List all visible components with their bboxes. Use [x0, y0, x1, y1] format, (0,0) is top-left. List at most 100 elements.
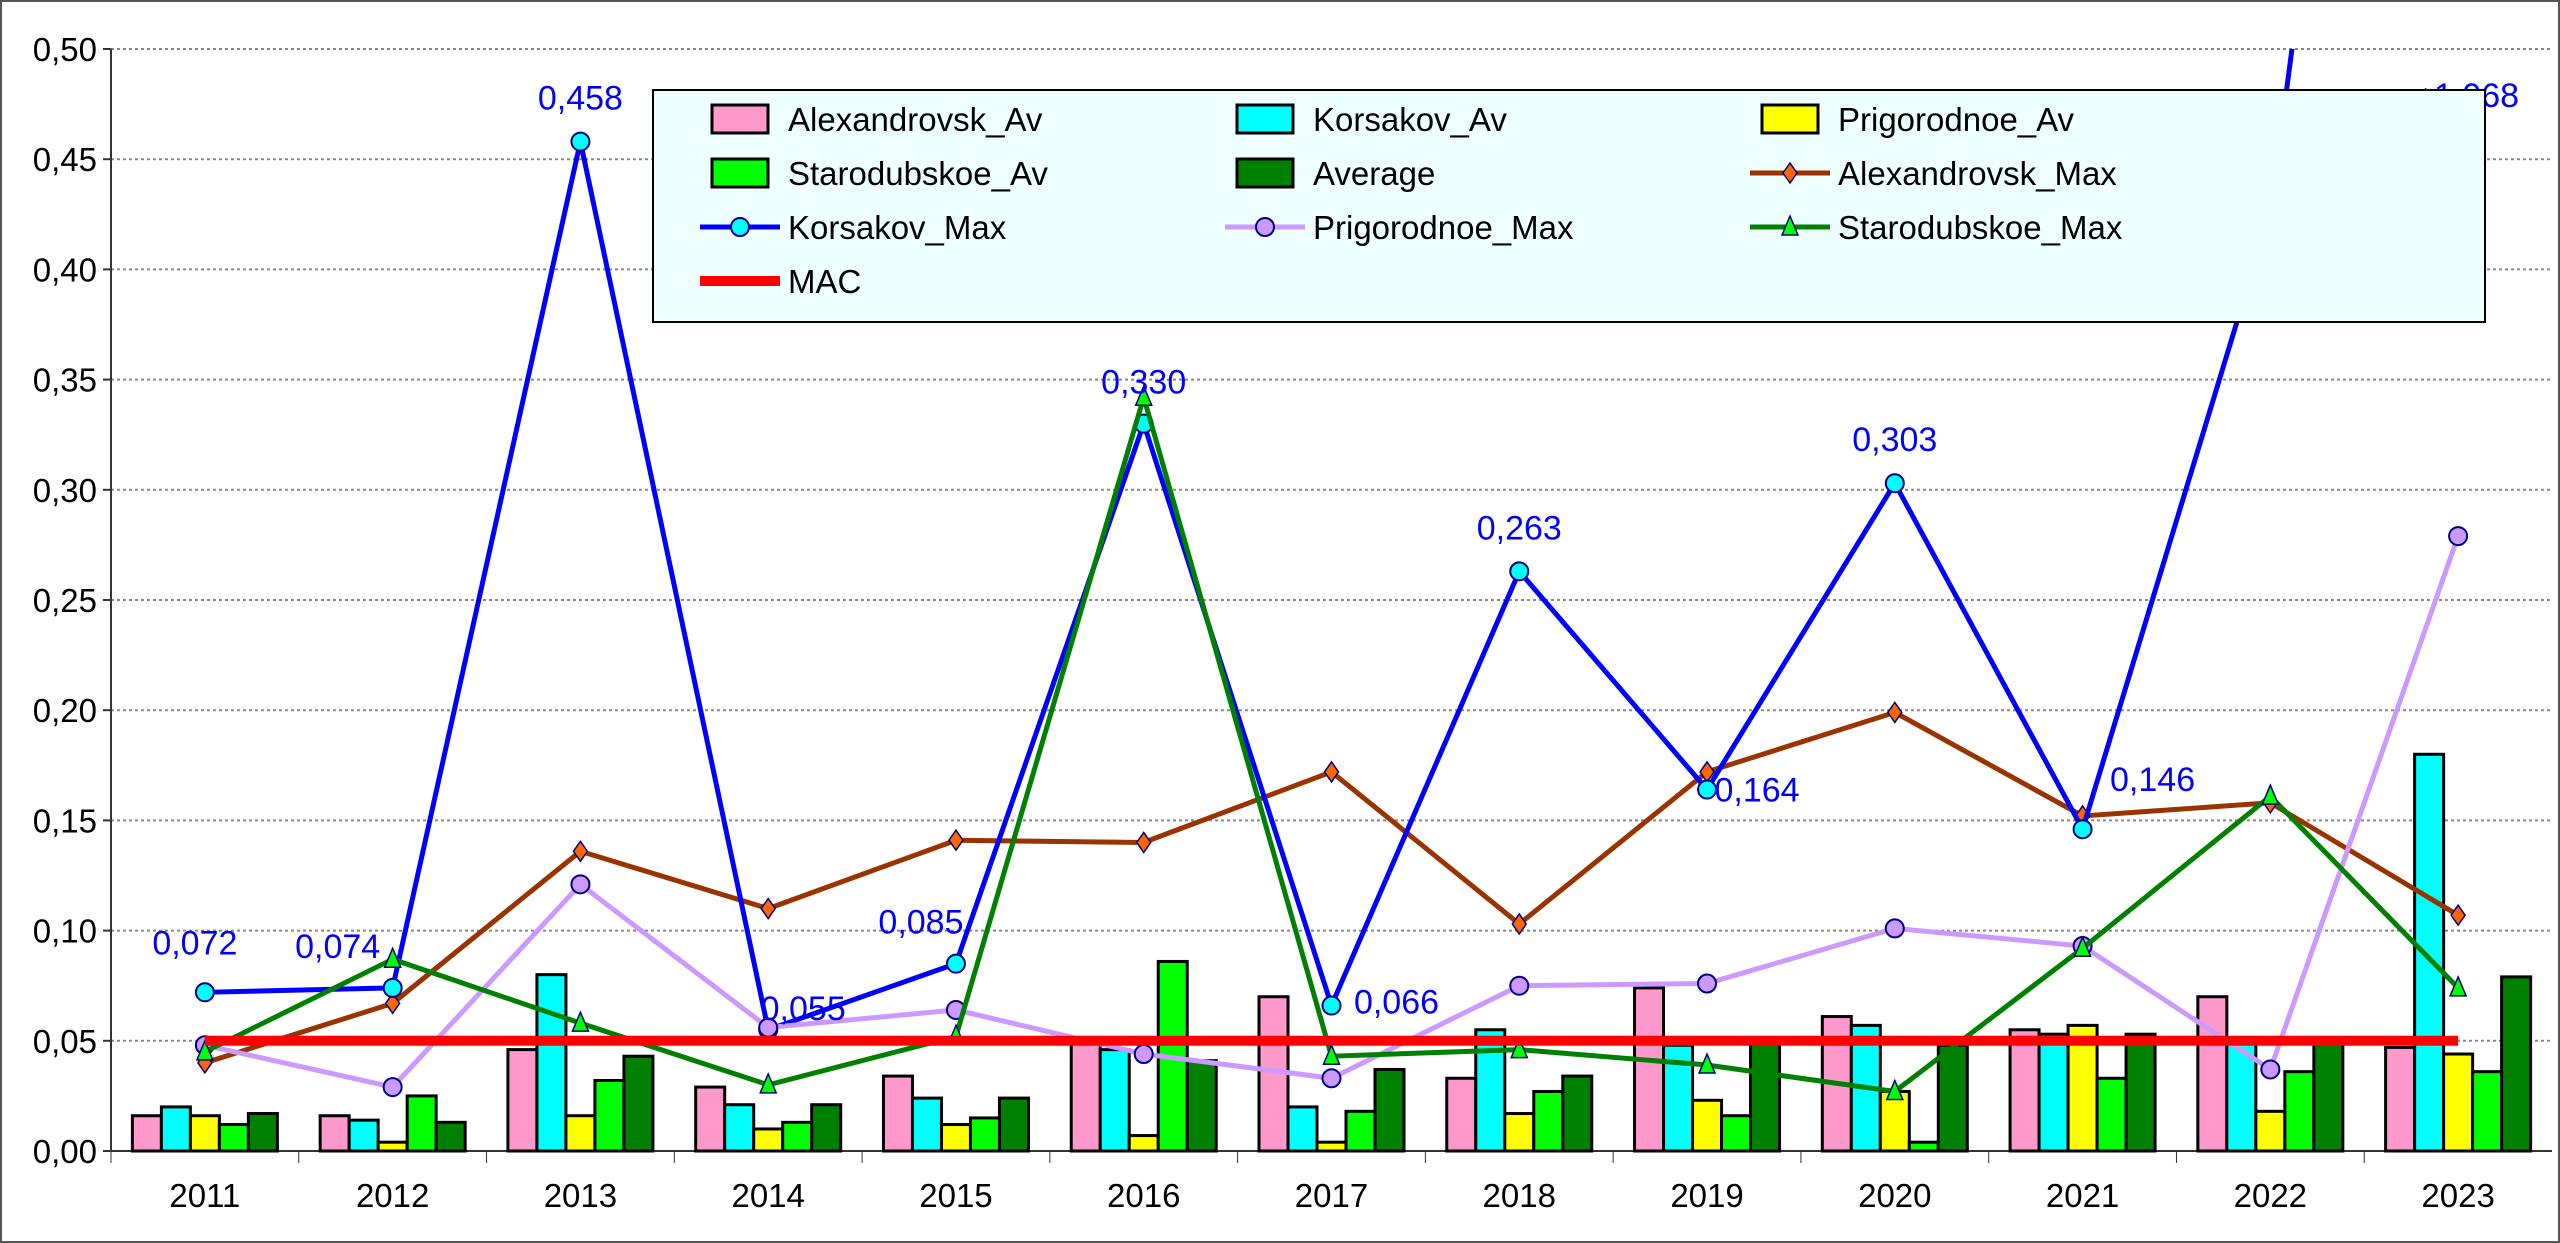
legend-label: MAC [788, 263, 861, 300]
y-axis-ticks: 0,00 0,05 0,10 0,15 0,20 0,25 0,30 0,35 0,40 0,45… [33, 31, 112, 1170]
bar-starodubskoe-av [1907, 1140, 1940, 1153]
bar-prigorodnoe-av [1315, 1140, 1348, 1153]
marker-korsakov-max [382, 977, 403, 998]
data-label: 0,085 [878, 904, 963, 942]
bar-average [1373, 1067, 1406, 1153]
bar-korsakov-av [2413, 752, 2446, 1153]
legend-marker [1780, 214, 1800, 236]
marker-starodubskoe-max [2073, 935, 2092, 957]
bar-prigorodnoe-av [2442, 1052, 2475, 1153]
bar-prigorodnoe-av [939, 1123, 972, 1153]
legend-box [652, 89, 2486, 323]
legend-label: Korsakov_Av [1313, 101, 1507, 138]
marker-prigorodnoe-max [1133, 1044, 1154, 1065]
marker-korsakov-max [194, 982, 215, 1003]
bar-korsakov-av [2037, 1032, 2070, 1153]
bar-prigorodnoe-av [1127, 1134, 1160, 1153]
marker-alexandrovsk-max [1135, 831, 1152, 854]
x-tick-label: 2022 [2234, 1177, 2307, 1214]
y-tick-label: 0,45 [33, 141, 97, 178]
data-label: 0,072 [152, 924, 237, 962]
legend-label: Korsakov_Max [788, 209, 1007, 246]
data-label: 0,263 [1477, 509, 1562, 547]
marker-korsakov-max [1509, 561, 1530, 582]
y-tick-label: 0,50 [33, 31, 97, 68]
y-tick-label: 0,25 [33, 582, 97, 619]
bar-average [246, 1112, 279, 1153]
marker-korsakov-max [1321, 995, 1342, 1016]
bar-prigorodnoe-av [564, 1114, 597, 1153]
marker-alexandrovsk-max [384, 992, 401, 1015]
x-tick-label: 2019 [1670, 1177, 1743, 1214]
marker-korsakov-max [945, 953, 966, 974]
y-tick-label: 0,10 [33, 913, 97, 950]
x-tick-label: 2018 [1483, 1177, 1556, 1214]
x-tick-label: 2016 [1107, 1177, 1180, 1214]
x-tick-label: 2021 [2046, 1177, 2119, 1214]
bar-alexandrovsk-av [2196, 995, 2229, 1153]
marker-alexandrovsk-max [1886, 701, 1903, 724]
bar-prigorodnoe-av [376, 1140, 409, 1153]
bar-alexandrovsk-av [694, 1085, 727, 1153]
bar-prigorodnoe-av [1878, 1089, 1911, 1153]
marker-alexandrovsk-max [948, 828, 964, 852]
y-tick-label: 0,05 [33, 1023, 97, 1060]
bar-average [1749, 1041, 1782, 1153]
bar-alexandrovsk-av [506, 1048, 539, 1153]
marker-starodubskoe-max [1885, 1078, 1904, 1101]
marker-starodubskoe-max [1322, 1043, 1341, 1065]
bar-starodubskoe-av [2095, 1076, 2128, 1153]
legend-label: Alexandrovsk_Max [1838, 155, 2117, 192]
legend-swatch [1760, 103, 1820, 135]
x-tick-label: 2020 [1858, 1177, 1931, 1214]
data-labels: 0,072 0,074 0,458 0,055 0,085 0,330 0,066 0,263… [152, 80, 2388, 1028]
bar-average [997, 1096, 1030, 1153]
bar-prigorodnoe-av [2066, 1023, 2099, 1153]
legend-swatch [710, 157, 770, 189]
bar-prigorodnoe-av [752, 1127, 785, 1153]
marker-starodubskoe-max [1697, 1052, 1717, 1074]
bar-starodubskoe-av [217, 1123, 250, 1153]
bar-korsakov-av [159, 1105, 192, 1153]
bar-starodubskoe-av [405, 1094, 438, 1153]
marker-starodubskoe-max [2261, 783, 2280, 805]
bar-prigorodnoe-av [2254, 1109, 2287, 1153]
legend-marker [1782, 161, 1798, 185]
bar-prigorodnoe-av [188, 1114, 221, 1153]
legend-label: Alexandrovsk_Av [788, 101, 1043, 138]
marker-prigorodnoe-max [1884, 918, 1905, 939]
data-label: 0,164 [1714, 772, 1799, 810]
bar-alexandrovsk-av [130, 1114, 163, 1153]
legend: Alexandrovsk_Av Korsakov_Av Prigorodnoe_Av… [652, 89, 2486, 323]
bar-starodubskoe-av [593, 1078, 626, 1153]
marker-prigorodnoe-max [1321, 1068, 1342, 1089]
bar-average [1185, 1059, 1218, 1153]
legend-label: Prigorodnoe_Av [1838, 101, 2075, 138]
marker-starodubskoe-max [2448, 974, 2468, 997]
bar-starodubskoe-av [1532, 1089, 1565, 1153]
marker-alexandrovsk-max [1511, 912, 1528, 936]
bar-average [2124, 1032, 2157, 1153]
marker-alexandrovsk-max [760, 897, 777, 920]
bar-average [2500, 975, 2533, 1153]
marker-prigorodnoe-max [570, 874, 591, 895]
legend-marker [1255, 217, 1275, 237]
x-tick-label: 2012 [356, 1177, 429, 1214]
bar-starodubskoe-av [1344, 1109, 1377, 1153]
y-tick-label: 0,15 [33, 802, 97, 839]
legend-marker [730, 217, 750, 237]
data-label: 0,066 [1354, 984, 1439, 1022]
y-tick-label: 0,40 [33, 251, 97, 288]
legend-label: Prigorodnoe_Max [1313, 209, 1574, 246]
bar-prigorodnoe-av [1503, 1112, 1536, 1153]
x-tick-label: 2023 [2421, 1177, 2494, 1214]
marker-prigorodnoe-max [2448, 526, 2469, 547]
data-label: 0,074 [295, 928, 380, 966]
bar-series [130, 752, 2533, 1153]
legend-label: Starodubskoe_Av [788, 155, 1048, 192]
bar-alexandrovsk-av [318, 1114, 351, 1153]
data-label: 0,303 [1852, 421, 1937, 459]
bar-average [2312, 1041, 2345, 1153]
bar-korsakov-av [347, 1118, 380, 1153]
